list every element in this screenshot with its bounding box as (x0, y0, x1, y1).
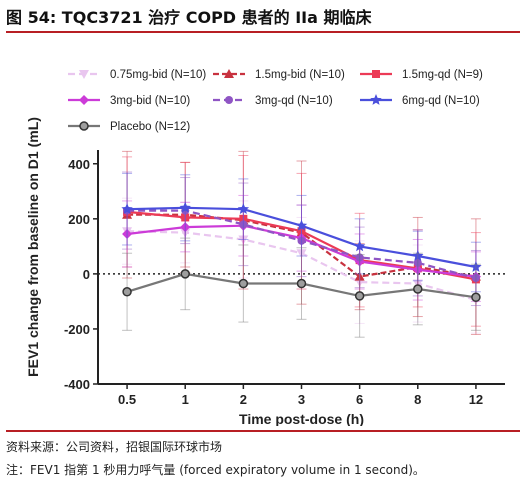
legend-swatch-marker (224, 69, 234, 78)
x-tick-label: 12 (469, 392, 483, 407)
legend-item: Placebo (N=12) (68, 121, 190, 133)
data-point (354, 271, 365, 281)
legend-label: Placebo (N=12) (110, 121, 190, 133)
x-tick-label: 8 (414, 392, 421, 407)
x-tick-label: 0.5 (118, 392, 136, 407)
legend-item: 3mg-bid (N=10) (68, 95, 190, 107)
y-tick-label: 200 (68, 212, 90, 227)
data-point (413, 284, 423, 294)
y-tick-label: 0 (83, 267, 90, 282)
legend-item: 1.5mg-qd (N=9) (360, 69, 483, 81)
legend-label: 1.5mg-qd (N=9) (402, 69, 483, 81)
data-point (179, 201, 191, 213)
legend-label: 3mg-bid (N=10) (110, 95, 190, 107)
data-point (471, 274, 480, 283)
legend-label: 6mg-qd (N=10) (402, 95, 480, 107)
legend-swatch-marker (225, 96, 233, 104)
data-point (413, 258, 422, 267)
data-point (180, 222, 191, 233)
x-tick-label: 1 (182, 392, 189, 407)
legend-item: 1.5mg-bid (N=10) (213, 69, 345, 81)
data-point (180, 269, 190, 279)
x-axis-title: Time post-dose (h) (239, 411, 364, 426)
x-tick-label: 6 (356, 392, 363, 407)
legend: 0.75mg-bid (N=10) 1.5mg-bid (N=10) 1.5mg-q… (68, 69, 483, 133)
data-point (470, 261, 482, 272)
x-tick-label: 2 (240, 392, 247, 407)
x-tick-label: 3 (298, 392, 305, 407)
data-point (295, 219, 308, 231)
data-point (181, 213, 190, 222)
data-point (354, 291, 365, 301)
y-axis-title: FEV1 change from baseline on D1 (mL) (25, 117, 41, 377)
y-tick-label: -200 (64, 322, 90, 337)
data-point (180, 228, 191, 238)
data-point (412, 279, 423, 289)
legend-label: 1.5mg-bid (N=10) (255, 69, 345, 81)
data-point (239, 214, 248, 223)
legend-swatch-marker (370, 94, 382, 105)
data-point (471, 292, 481, 303)
legend-swatch-marker (79, 95, 89, 105)
legend-item: 0.75mg-bid (N=10) (68, 69, 206, 81)
data-point (239, 220, 248, 229)
data-point (237, 203, 250, 215)
series-5 (121, 172, 482, 293)
data-point (412, 249, 424, 261)
legend-item: 6mg-qd (N=10) (360, 94, 480, 107)
data-point (238, 278, 249, 289)
data-point (296, 278, 307, 289)
legend-swatch-marker (79, 121, 89, 131)
figure-title: 图 54: TQC3721 治疗 COPD 患者的 IIa 期临床 (6, 8, 372, 27)
series-6 (122, 237, 481, 338)
data-point (297, 227, 306, 236)
data-point (355, 253, 364, 262)
source-note: 资料来源：公司资料，招银国际环球市场 (6, 440, 223, 454)
footnote: 注：FEV1 指第 1 秒用力呼气量 (forced expiratory vo… (6, 463, 425, 477)
data-point (297, 236, 306, 245)
legend-item: 3mg-qd (N=10) (213, 95, 333, 107)
data-point (122, 228, 133, 239)
legend-swatch-marker (79, 70, 89, 79)
data-point (296, 249, 307, 259)
data-point (122, 287, 132, 297)
data-point (238, 235, 249, 245)
title-divider (6, 31, 520, 33)
legend-swatch-marker (372, 70, 380, 78)
data-point (412, 264, 423, 275)
data-point (353, 240, 366, 252)
source-divider (6, 430, 520, 432)
legend-label: 0.75mg-bid (N=10) (110, 69, 206, 81)
series-4 (122, 171, 481, 307)
y-tick-label: -400 (64, 377, 90, 392)
legend-label: 3mg-qd (N=10) (255, 95, 333, 107)
data-point (121, 203, 133, 215)
y-tick-label: 400 (68, 157, 90, 172)
